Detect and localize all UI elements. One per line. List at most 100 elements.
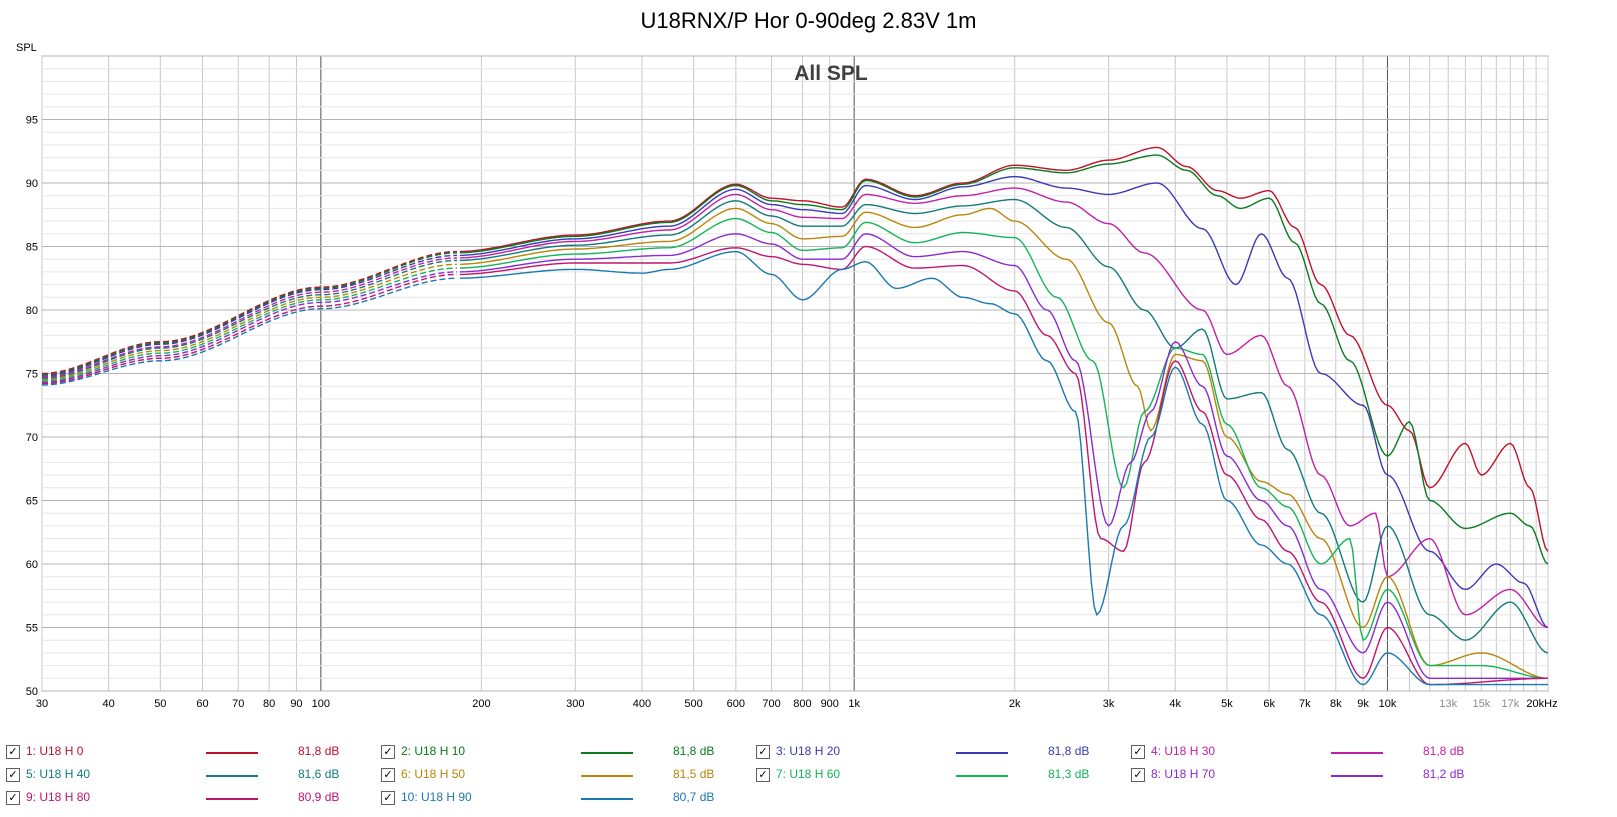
series-2 xyxy=(41,154,1549,565)
x-tick-label: 5k xyxy=(1221,698,1233,710)
series-line-dashed xyxy=(41,252,457,376)
x-tick-label: 30 xyxy=(36,698,48,710)
x-tick-label: 100 xyxy=(312,698,330,710)
chart-title: U18RNX/P Hor 0-90deg 2.83V 1m xyxy=(640,8,977,33)
legend-swatch xyxy=(1331,775,1383,777)
series-line-dashed xyxy=(41,263,457,381)
legend-swatch xyxy=(206,798,258,800)
x-tick-label: 70 xyxy=(232,698,244,710)
legend-item-5[interactable]: ✓ 5: U18 H 40 81,6 dB xyxy=(6,767,376,785)
series-line xyxy=(459,245,1548,686)
x-tick-label: 900 xyxy=(821,698,839,710)
x-tick-label: 90 xyxy=(290,698,302,710)
legend-checkbox[interactable]: ✓ xyxy=(1131,745,1145,759)
legend-name: 5: U18 H 40 xyxy=(26,767,91,781)
legend-average: 80,9 dB xyxy=(298,790,340,804)
legend-item-6[interactable]: ✓ 6: U18 H 50 81,5 dB xyxy=(381,767,751,785)
series-line xyxy=(459,187,1549,629)
legend-average: 81,8 dB xyxy=(1423,744,1465,758)
x-tick-label: 800 xyxy=(793,698,811,710)
x-tick-label: 8k xyxy=(1330,698,1342,710)
x-tick-label: 300 xyxy=(566,698,584,710)
legend-item-8[interactable]: ✓ 8: U18 H 70 81,2 dB xyxy=(1131,767,1501,785)
series-line-dashed xyxy=(42,254,457,377)
legend-swatch xyxy=(1331,752,1383,754)
series-line xyxy=(459,217,1549,679)
x-tick-label: 50 xyxy=(154,698,166,710)
legend-average: 81,5 dB xyxy=(673,767,715,781)
legend-average: 81,8 dB xyxy=(298,744,340,758)
legend-checkbox[interactable]: ✓ xyxy=(6,768,20,782)
series-line xyxy=(459,146,1549,552)
series-line xyxy=(459,233,1548,679)
legend-average: 81,8 dB xyxy=(673,744,715,758)
legend-item-10[interactable]: ✓ 10: U18 H 90 80,7 dB xyxy=(381,790,751,808)
legend-checkbox[interactable]: ✓ xyxy=(6,745,20,759)
series-10 xyxy=(42,250,1548,686)
x-tick-label: 15k xyxy=(1472,698,1490,710)
legend-name: 4: U18 H 30 xyxy=(1151,744,1216,758)
y-tick-label: 70 xyxy=(26,432,38,444)
legend-checkbox[interactable]: ✓ xyxy=(381,745,395,759)
legend-name: 10: U18 H 90 xyxy=(401,790,472,804)
legend-swatch xyxy=(581,775,633,777)
legend-name: 2: U18 H 10 xyxy=(401,744,466,758)
curves xyxy=(41,146,1549,686)
x-tick-label: 200 xyxy=(472,698,490,710)
y-tick-label: 90 xyxy=(26,178,38,190)
legend-item-2[interactable]: ✓ 2: U18 H 10 81,8 dB xyxy=(381,744,751,762)
legend-checkbox[interactable]: ✓ xyxy=(1131,768,1145,782)
series-6 xyxy=(41,207,1549,679)
series-line xyxy=(459,175,1549,629)
legend-average: 81,8 dB xyxy=(1048,744,1090,758)
series-7 xyxy=(42,217,1549,679)
series-line xyxy=(459,207,1549,679)
x-tick-label: 1k xyxy=(848,698,860,710)
legend-checkbox[interactable]: ✓ xyxy=(381,768,395,782)
series-line xyxy=(459,154,1549,565)
legend-item-9[interactable]: ✓ 9: U18 H 80 80,9 dB xyxy=(6,790,376,808)
x-tick-label: 700 xyxy=(762,698,780,710)
series-line-dashed xyxy=(41,273,458,385)
legend-item-1[interactable]: ✓ 1: U18 H 0 81,8 dB xyxy=(6,744,376,762)
y-tick-label: 85 xyxy=(26,242,38,254)
legend-swatch xyxy=(206,752,258,754)
legend-swatch xyxy=(581,752,633,754)
x-tick-label: 6k xyxy=(1263,698,1275,710)
legend-checkbox[interactable]: ✓ xyxy=(756,745,770,759)
y-tick-label: 55 xyxy=(26,623,38,635)
y-tick-label: 80 xyxy=(26,305,38,317)
x-tick-label: 7k xyxy=(1299,698,1311,710)
x-tick-label: 40 xyxy=(103,698,115,710)
legend-checkbox[interactable]: ✓ xyxy=(6,791,20,805)
x-tick-label: 20kHz xyxy=(1526,698,1557,710)
legend-average: 80,7 dB xyxy=(673,790,715,804)
legend-average: 81,2 dB xyxy=(1423,767,1465,781)
legend-item-7[interactable]: ✓ 7: U18 H 60 81,3 dB xyxy=(756,767,1126,785)
series-5 xyxy=(41,198,1549,654)
legend-average: 81,3 dB xyxy=(1048,767,1090,781)
legend-item-3[interactable]: ✓ 3: U18 H 20 81,8 dB xyxy=(756,744,1126,762)
series-4 xyxy=(42,187,1549,629)
x-tick-label: 600 xyxy=(727,698,745,710)
series-line-dashed xyxy=(41,250,457,375)
x-tick-label: 10k xyxy=(1379,698,1397,710)
series-1 xyxy=(41,146,1549,552)
legend-average: 81,6 dB xyxy=(298,767,340,781)
y-tick-label: 50 xyxy=(26,686,38,698)
legend-checkbox[interactable]: ✓ xyxy=(756,768,770,782)
y-tick-label: 65 xyxy=(26,496,38,508)
x-tick-label: 4k xyxy=(1169,698,1181,710)
legend-swatch xyxy=(206,775,258,777)
series-line-dashed xyxy=(42,267,457,382)
series-3 xyxy=(42,175,1549,629)
y-axis-label: SPL xyxy=(16,42,37,54)
x-tick-label: 60 xyxy=(196,698,208,710)
x-tick-label: 500 xyxy=(684,698,702,710)
legend-name: 6: U18 H 50 xyxy=(401,767,466,781)
chart-subtitle: All SPL xyxy=(794,62,868,85)
legend-checkbox[interactable]: ✓ xyxy=(381,791,395,805)
legend-swatch xyxy=(581,798,633,800)
y-tick-label: 95 xyxy=(26,115,38,127)
legend-item-4[interactable]: ✓ 4: U18 H 30 81,8 dB xyxy=(1131,744,1501,762)
